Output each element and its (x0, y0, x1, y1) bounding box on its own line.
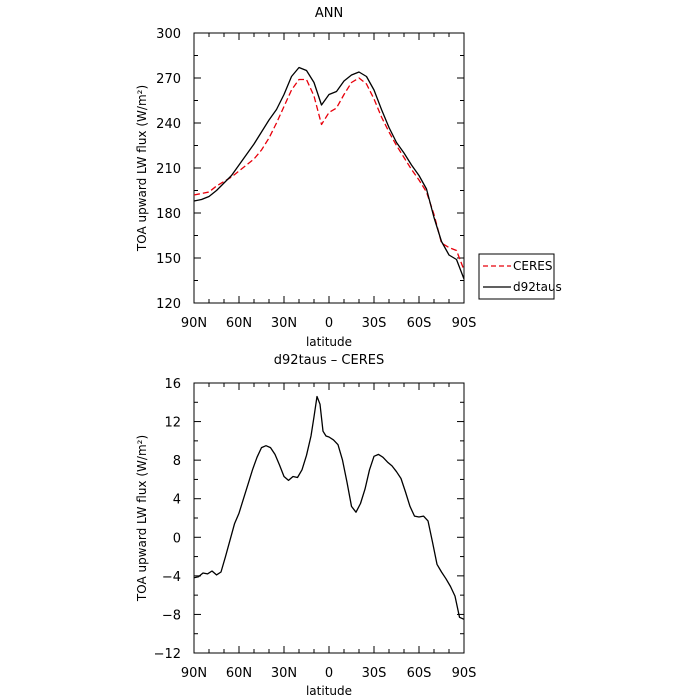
top-series-line-d92taus (193, 66, 465, 280)
top-x-tick-label: 90N (181, 316, 207, 331)
bottom-x-tick-label: 30S (362, 666, 387, 681)
bottom-y-tick-label: 12 (164, 416, 181, 431)
top-x-tick-labels: 90N 60N 30N 0 30S 60S 90S (181, 316, 477, 331)
top-y-tick-label: 120 (156, 297, 181, 312)
top-y-tick-label: 270 (156, 72, 181, 87)
bottom-x-tick-labels: 90N 60N 30N 0 30S 60S 90S (181, 666, 477, 681)
bottom-x-axis-label: latitude (306, 684, 352, 698)
bottom-y-tick-label: 0 (173, 531, 181, 546)
legend-label-d92taus: d92taus (513, 280, 562, 294)
bottom-y-tick-label: 16 (164, 377, 181, 392)
bottom-axis-ticks (193, 382, 465, 654)
bottom-series-lines (193, 395, 465, 620)
top-x-axis-label: latitude (306, 335, 352, 349)
top-y-tick-labels: 120 150 180 210 240 270 300 (156, 27, 181, 312)
top-x-tick-label: 30S (362, 316, 387, 331)
bottom-y-tick-label: −12 (154, 647, 181, 662)
top-y-tick-label: 180 (156, 207, 181, 222)
bottom-y-tick-label: 8 (173, 454, 181, 469)
bottom-y-tick-label: −8 (162, 608, 181, 623)
top-series-line-ceres (193, 77, 465, 271)
bottom-y-tick-labels: −12 −8 −4 0 4 8 12 16 (154, 377, 181, 662)
legend-box (478, 253, 555, 300)
legend-label-ceres: CERES (513, 259, 553, 273)
top-y-axis-label: TOA upward LW flux (W/m²) (135, 85, 149, 252)
bottom-x-tick-label: 60S (407, 666, 432, 681)
top-x-tick-label: 0 (325, 316, 333, 331)
top-chart-title: ANN (315, 6, 343, 21)
top-series-lines (193, 66, 465, 280)
bottom-y-axis-label: TOA upward LW flux (W/m²) (135, 435, 149, 602)
bottom-series-line-diff (193, 395, 465, 620)
top-y-tick-label: 150 (156, 252, 181, 267)
bottom-x-tick-label: 90S (452, 666, 477, 681)
bottom-chart-panel: d92taus – CERES −12 −8 −4 0 4 8 12 16 90N 60N 30N… (135, 353, 476, 698)
bottom-y-tick-label: −4 (162, 570, 181, 585)
top-x-tick-label: 90S (452, 316, 477, 331)
bottom-y-tick-label: 4 (173, 493, 181, 508)
bottom-x-tick-label: 0 (325, 666, 333, 681)
top-y-tick-label: 240 (156, 117, 181, 132)
top-x-tick-label: 30N (271, 316, 297, 331)
top-x-tick-label: 60N (226, 316, 252, 331)
top-chart-panel: ANN 120 150 180 210 240 270 300 90N 60N 30N 0 30S 6… (135, 6, 476, 349)
bottom-x-tick-label: 30N (271, 666, 297, 681)
bottom-x-tick-label: 60N (226, 666, 252, 681)
top-y-tick-label: 210 (156, 162, 181, 177)
top-axis-ticks (193, 32, 465, 304)
bottom-x-tick-label: 90N (181, 666, 207, 681)
bottom-chart-title: d92taus – CERES (274, 353, 384, 368)
top-x-tick-label: 60S (407, 316, 432, 331)
top-y-tick-label: 300 (156, 27, 181, 42)
legend: CERES d92taus (478, 253, 562, 300)
